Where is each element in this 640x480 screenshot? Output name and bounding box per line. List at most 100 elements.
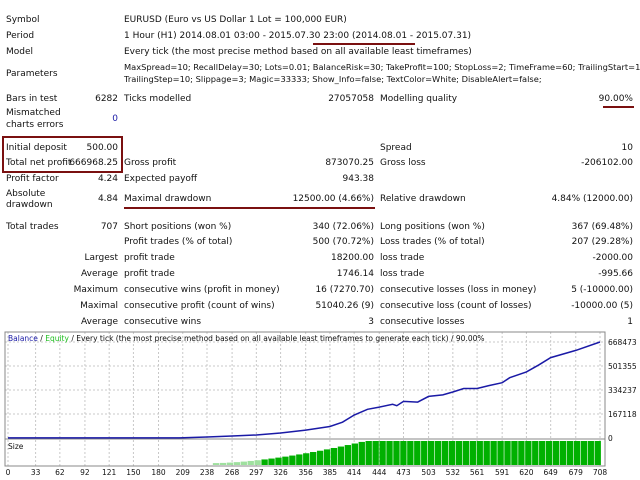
initial-deposit-label: Initial deposit — [6, 143, 67, 153]
spread-label: Spread — [380, 143, 412, 153]
size-bar — [504, 441, 511, 465]
size-bar — [219, 462, 227, 465]
symbol-value: EURUSD (Euro vs US Dollar 1 Lot = 100,00… — [124, 15, 347, 25]
absolute-drawdown-label-1: Absolute — [6, 189, 46, 199]
parameters-label: Parameters — [6, 69, 58, 79]
average-profit-label: profit trade — [124, 269, 175, 279]
size-bar — [268, 458, 275, 465]
size-bar — [393, 441, 400, 465]
size-bar — [379, 441, 386, 465]
maximum-label: Maximum — [73, 285, 118, 295]
initial-deposit-value: 500.00 — [86, 143, 119, 153]
y-axis-ticks: 0 167118 334237 501355 668473 — [608, 338, 637, 443]
size-bar — [247, 460, 254, 465]
short-positions-label: Short positions (won %) — [124, 222, 232, 232]
size-bar — [559, 441, 567, 465]
size-bar — [351, 443, 359, 465]
size-bar — [511, 441, 518, 465]
size-bar — [344, 445, 352, 465]
gross-loss-value: -206102.00 — [581, 158, 633, 168]
x-tick-label: 679 — [569, 468, 584, 477]
parameters-line-2: TrailingStep=10; Slippage=3; Magic=33333… — [124, 74, 542, 84]
x-tick-label: 33 — [31, 468, 41, 477]
x-tick-label: 297 — [249, 468, 264, 477]
x-tick-label: 268 — [225, 468, 240, 477]
average-loss-value: -995.66 — [598, 269, 633, 279]
average-loss-label: loss trade — [380, 269, 425, 279]
deposit-highlight-box — [2, 136, 123, 173]
maximal-drawdown-value: 12500.00 (4.66%) — [292, 194, 374, 204]
x-tick-label: 591 — [495, 468, 510, 477]
bars-in-test-value: 6282 — [95, 94, 118, 104]
size-bar — [296, 454, 303, 465]
modelling-quality-value: 90.00% — [598, 94, 633, 104]
ticks-modelled-value: 27057058 — [328, 94, 374, 104]
size-bars — [212, 441, 601, 465]
ticks-modelled-label: Ticks modelled — [124, 94, 192, 104]
size-bar — [275, 457, 282, 465]
largest-loss-label: loss trade — [380, 253, 425, 263]
balance-line — [8, 341, 601, 439]
total-trades-label: Total trades — [6, 222, 59, 232]
x-tick-label: 326 — [273, 468, 288, 477]
size-bar — [323, 449, 331, 465]
average-label: Average — [81, 269, 118, 279]
size-bar — [303, 453, 310, 465]
size-panel-label: Size — [8, 442, 24, 451]
profit-trades-label: Profit trades (% of total) — [124, 237, 233, 247]
size-bar — [400, 441, 407, 465]
size-bar — [455, 441, 463, 465]
size-bar — [386, 441, 393, 465]
size-bar — [289, 455, 296, 465]
x-tick-label: 92 — [80, 468, 90, 477]
size-bar — [407, 441, 414, 465]
max-consecutive-losses-label: consecutive losses (loss in money) — [380, 285, 537, 295]
avg-consecutive-losses-label: consecutive losses — [380, 317, 465, 327]
long-positions-label: Long positions (won %) — [380, 222, 485, 232]
symbol-label: Symbol — [6, 15, 40, 25]
mismatched-label-2: charts errors — [6, 120, 64, 130]
period-range-underline — [313, 43, 415, 45]
y-tick-label: 0 — [608, 434, 613, 443]
maximal-consecutive-loss-label: consecutive loss (count of losses) — [380, 301, 532, 311]
size-bar — [573, 441, 581, 465]
x-tick-label: 649 — [544, 468, 559, 477]
size-bar — [490, 441, 497, 465]
size-panel-frame — [4, 438, 606, 467]
avg-consecutive-losses-value: 1 — [627, 317, 633, 327]
max-consecutive-wins-value: 16 (7270.70) — [315, 285, 374, 295]
absolute-drawdown-label-2: drawdown — [6, 200, 53, 210]
x-tick-label: 121 — [102, 468, 117, 477]
gross-loss-label: Gross loss — [380, 158, 426, 168]
largest-label: Largest — [84, 253, 118, 263]
x-tick-label: 356 — [299, 468, 314, 477]
profit-factor-label: Profit factor — [6, 174, 59, 184]
size-bar — [212, 463, 220, 465]
gross-profit-label: Gross profit — [124, 158, 177, 168]
size-bar — [358, 441, 365, 465]
size-bar — [552, 441, 560, 465]
profit-trades-value: 500 (70.72%) — [312, 237, 374, 247]
size-bar — [240, 461, 247, 465]
legend-equity: Equity — [45, 334, 69, 343]
size-bar — [365, 441, 372, 465]
total-trades-value: 707 — [100, 222, 118, 232]
parameters-line-1: MaxSpread=10; RecallDelay=30; Lots=0.01;… — [124, 62, 640, 72]
size-bar — [483, 441, 490, 465]
size-bar — [434, 441, 442, 465]
modelling-quality-label: Modelling quality — [380, 94, 458, 104]
x-tick-label: 0 — [6, 468, 11, 477]
size-bar — [580, 441, 588, 465]
x-tick-label: 238 — [200, 468, 215, 477]
size-bar — [233, 462, 241, 465]
gross-profit-value: 873070.25 — [325, 158, 374, 168]
balance-panel-frame — [4, 331, 606, 440]
size-bar — [462, 441, 470, 465]
relative-drawdown-label: Relative drawdown — [380, 194, 466, 204]
x-axis-ticks: 0 33 62 92 121 150 180 209 238 268 297 326 356 385 414… — [6, 468, 608, 477]
max-consecutive-losses-value: 5 (-10000.00) — [571, 285, 633, 295]
size-bar — [476, 441, 483, 465]
largest-profit-label: profit trade — [124, 253, 175, 263]
loss-trades-label: Loss trades (% of total) — [380, 237, 485, 247]
maximal-consecutive-loss-value: -10000.00 (5) — [571, 301, 633, 311]
